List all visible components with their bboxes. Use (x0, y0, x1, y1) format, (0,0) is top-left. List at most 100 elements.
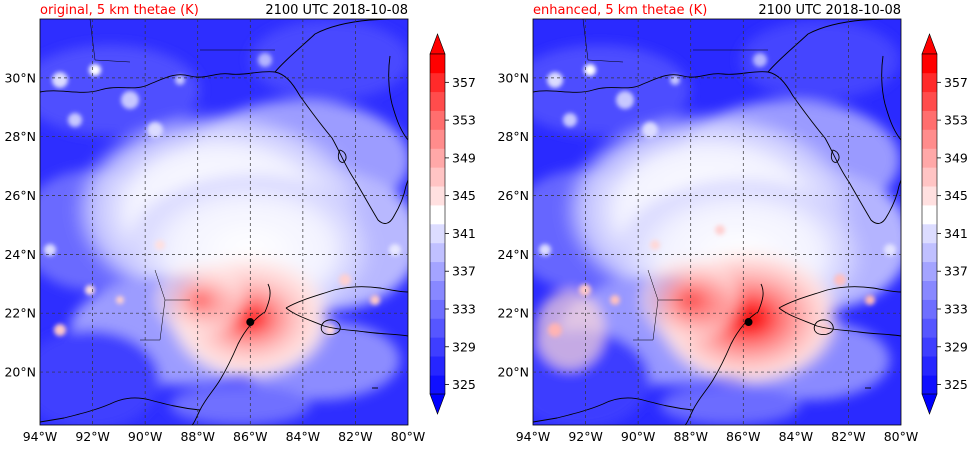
colorbar-tick-label: 337 (452, 264, 476, 279)
colorbar-frame (429, 53, 446, 395)
colorbar-segment (922, 205, 937, 225)
lat-tick-label: 30°N (4, 70, 36, 85)
convective-cells (44, 53, 401, 336)
colorbar-segment (430, 54, 445, 74)
graticule (533, 19, 901, 425)
colorbar-segment (922, 242, 937, 263)
lon-tick-label: 84°W (779, 429, 814, 444)
colorbar-segment (922, 110, 937, 130)
colorbar-tick-label: 353 (452, 113, 476, 128)
lat-tick-label: 22°N (497, 306, 529, 321)
lon-tick-labels: 94°W 92°W 90°W 88°W 86°W 84°W 82°W 80°W (516, 429, 919, 444)
colorbar-tick-label: 337 (944, 264, 968, 279)
panel-original: original, 5 km thetae (K) 2100 UTC 2018-… (4, 3, 475, 444)
colorbar-tick-label: 333 (452, 302, 476, 317)
lat-tick-label: 20°N (4, 365, 36, 380)
lon-tick-labels: 94°W 92°W 90°W 88°W 86°W 84°W 82°W 80°W (23, 429, 426, 444)
map-frame (532, 18, 902, 426)
colorbar-extend-low (921, 393, 938, 415)
colorbar-segment (430, 318, 445, 338)
lat-tick-labels: 20°N 22°N 24°N 26°N 28°N 30°N (497, 70, 529, 379)
thetae-shading (533, 20, 901, 425)
colorbar-extend-high (921, 33, 938, 55)
lon-tick-label: 86°W (726, 429, 761, 444)
borders (89, 19, 275, 341)
lon-tick-label: 88°W (180, 429, 215, 444)
panel-title-right: 2100 UTC 2018-10-08 (265, 3, 408, 18)
colorbar-segment (922, 91, 937, 111)
colorbar-segment (430, 375, 445, 395)
colorbar-tick-label: 349 (944, 150, 968, 165)
colorbar-tick-label: 333 (944, 302, 968, 317)
colorbar-segment (430, 224, 445, 244)
colorbar-segment (430, 205, 445, 225)
colorbar-extend-low (429, 393, 446, 415)
colorbar-segment (922, 54, 937, 74)
colorbar-tick-label: 325 (452, 377, 476, 392)
colorbar-segment (430, 280, 445, 300)
colorbar-segment (922, 375, 937, 395)
coastlines (533, 19, 901, 425)
colorbar-extend-high (429, 33, 446, 55)
colorbar-tick-label: 329 (944, 339, 968, 354)
colorbar-tick-label: 345 (452, 188, 476, 203)
colorbar-tick-label: 357 (452, 75, 476, 90)
lat-tick-label: 28°N (497, 129, 529, 144)
lat-tick-label: 28°N (4, 129, 36, 144)
colorbar-segment (922, 261, 937, 281)
lat-tick-labels: 20°N 22°N 24°N 26°N 28°N 30°N (4, 70, 36, 379)
lat-tick-label: 20°N (497, 365, 529, 380)
graticule (40, 19, 408, 425)
lat-tick-label: 26°N (497, 188, 529, 203)
colorbar-segment (922, 337, 937, 357)
colorbar-segment (430, 110, 445, 130)
panel-enhanced: enhanced, 5 km thetae (K) 2100 UTC 2018-… (497, 3, 967, 444)
storm-center-marker (246, 318, 255, 327)
panel-title-left: original, 5 km thetae (K) (40, 3, 199, 18)
colorbar-segment (430, 242, 445, 263)
map-field-original (40, 19, 408, 425)
colorbar-segment (922, 299, 937, 319)
lon-tick-label: 88°W (673, 429, 708, 444)
lat-tick-label: 24°N (4, 247, 36, 262)
lon-tick-label: 92°W (75, 429, 110, 444)
storm-center-marker (744, 318, 753, 327)
colorbar-segment (430, 261, 445, 281)
map-field-enhanced (533, 19, 901, 425)
colorbar-tick-label: 329 (452, 339, 476, 354)
colorbar-segment (430, 167, 445, 187)
lon-tick-label: 80°W (391, 429, 426, 444)
lon-tick-label: 90°W (621, 429, 656, 444)
panel-title-right: 2100 UTC 2018-10-08 (758, 3, 901, 18)
borders (582, 19, 768, 341)
colorbar-segment (922, 167, 937, 187)
colorbar-tick-label: 353 (944, 113, 968, 128)
colorbar-segment (430, 129, 445, 149)
colorbar-segment (430, 72, 445, 93)
lon-tick-label: 92°W (568, 429, 603, 444)
colorbar: 325 329 333 337 341 345 349 353 357 (921, 33, 968, 415)
colorbar-segment (430, 337, 445, 357)
colorbar-tick-label: 349 (452, 150, 476, 165)
colorbar-segment (922, 224, 937, 244)
lon-tick-label: 94°W (23, 429, 58, 444)
lon-tick-label: 82°W (831, 429, 866, 444)
lon-tick-label: 82°W (338, 429, 373, 444)
colorbar-segment (922, 148, 937, 168)
lon-tick-label: 94°W (516, 429, 551, 444)
colorbar-segment (922, 356, 937, 376)
colorbar-segment (430, 186, 445, 206)
colorbar-tick-label: 341 (944, 226, 968, 241)
lon-tick-label: 80°W (884, 429, 919, 444)
colorbar-segment (430, 356, 445, 376)
lat-tick-label: 30°N (497, 70, 529, 85)
colorbar-tick-label: 341 (452, 226, 476, 241)
lon-tick-label: 84°W (286, 429, 321, 444)
colorbar-frame (921, 53, 938, 395)
colorbar-segment (922, 72, 937, 93)
colorbar-segment (922, 280, 937, 300)
colorbar-tick-label: 357 (944, 75, 968, 90)
colorbar-segment (430, 148, 445, 168)
colorbar-tick-label: 325 (944, 377, 968, 392)
